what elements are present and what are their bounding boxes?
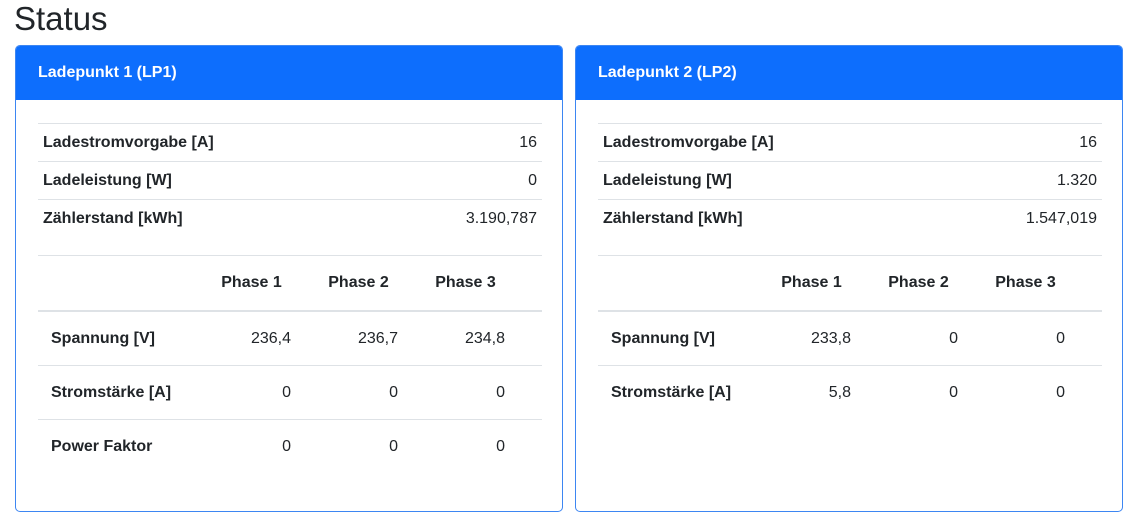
kv-table-lp2: Ladestromvorgabe [A] 16 Ladeleistung [W]… [598, 123, 1102, 237]
phase-row-stromstaerke: Stromstärke [A] 0 0 0 [38, 366, 542, 420]
phase-header-row: Phase 1 Phase 2 Phase 3 [38, 256, 542, 312]
card-header-lp1: Ladepunkt 1 (LP1) [16, 46, 562, 100]
phase-header: Phase 2 [328, 274, 389, 291]
kv-value: 1.320 [1056, 171, 1097, 189]
kv-value: 3.190,787 [465, 209, 537, 227]
kv-row-zaehlerstand: Zählerstand [kWh] 1.547,019 [598, 199, 1102, 237]
kv-row-ladeleistung: Ladeleistung [W] 1.320 [598, 161, 1102, 199]
kv-row-ladeleistung: Ladeleistung [W] 0 [38, 161, 542, 199]
phase-header: Phase 1 [221, 274, 282, 291]
kv-label: Zählerstand [kWh] [43, 209, 183, 227]
kv-row-ladestromvorgabe: Ladestromvorgabe [A] 16 [38, 123, 542, 161]
phase-cell: 0 [282, 383, 291, 401]
kv-label: Ladeleistung [W] [603, 171, 732, 189]
phase-cell: 0 [389, 438, 398, 455]
phase-cell: 0 [389, 383, 398, 401]
phase-row-label: Stromstärke [A] [51, 383, 172, 401]
phase-cell: 236,7 [357, 329, 398, 347]
card-lp1: Ladepunkt 1 (LP1) Ladestromvorgabe [A] 1… [15, 45, 563, 512]
kv-label: Ladestromvorgabe [A] [43, 133, 214, 151]
phase-row-label: Spannung [V] [51, 329, 155, 347]
phase-row-label: Power Faktor [51, 438, 153, 455]
phase-header: Phase 2 [888, 274, 949, 291]
phase-header: Phase 3 [995, 274, 1056, 291]
phase-table-lp2: Phase 1 Phase 2 Phase 3 Spannung [V] 233… [598, 255, 1102, 420]
phase-cell: 234,8 [464, 329, 505, 347]
phase-cell: 0 [496, 383, 505, 401]
phase-cell: 5,8 [828, 384, 851, 401]
kv-label: Ladeleistung [W] [43, 171, 172, 189]
page-title: Status [14, 0, 108, 37]
kv-label: Zählerstand [kWh] [603, 209, 743, 227]
phase-row-spannung: Spannung [V] 233,8 0 0 [598, 312, 1102, 366]
phase-table-lp1: Phase 1 Phase 2 Phase 3 Spannung [V] 236… [38, 255, 542, 474]
kv-row-ladestromvorgabe: Ladestromvorgabe [A] 16 [598, 123, 1102, 161]
kv-table-lp1: Ladestromvorgabe [A] 16 Ladeleistung [W]… [38, 123, 542, 237]
phase-cell: 0 [496, 438, 505, 455]
kv-value: 16 [1079, 133, 1097, 151]
kv-value: 0 [528, 171, 537, 189]
phase-row-power-faktor: Power Faktor 0 0 0 [38, 420, 542, 474]
phase-header: Phase 1 [781, 274, 842, 291]
phase-cell: 0 [949, 329, 958, 347]
phase-row-label: Spannung [V] [611, 329, 715, 347]
phase-row-label: Stromstärke [A] [611, 384, 732, 401]
kv-row-zaehlerstand: Zählerstand [kWh] 3.190,787 [38, 199, 542, 237]
phase-header-row: Phase 1 Phase 2 Phase 3 [598, 256, 1102, 312]
phase-row-spannung: Spannung [V] 236,4 236,7 234,8 [38, 312, 542, 366]
phase-cell: 0 [282, 438, 291, 455]
card-lp2: Ladepunkt 2 (LP2) Ladestromvorgabe [A] 1… [575, 45, 1123, 512]
kv-label: Ladestromvorgabe [A] [603, 133, 774, 151]
card-header-lp2: Ladepunkt 2 (LP2) [576, 46, 1122, 100]
kv-value: 1.547,019 [1025, 209, 1097, 227]
phase-header: Phase 3 [435, 274, 496, 291]
phase-cell: 0 [1056, 384, 1065, 401]
kv-value: 16 [519, 133, 537, 151]
phase-cell: 0 [1056, 329, 1065, 347]
phase-row-stromstaerke: Stromstärke [A] 5,8 0 0 [598, 366, 1102, 420]
phase-cell: 236,4 [250, 329, 291, 347]
phase-cell: 0 [949, 384, 958, 401]
phase-cell: 233,8 [810, 329, 851, 347]
